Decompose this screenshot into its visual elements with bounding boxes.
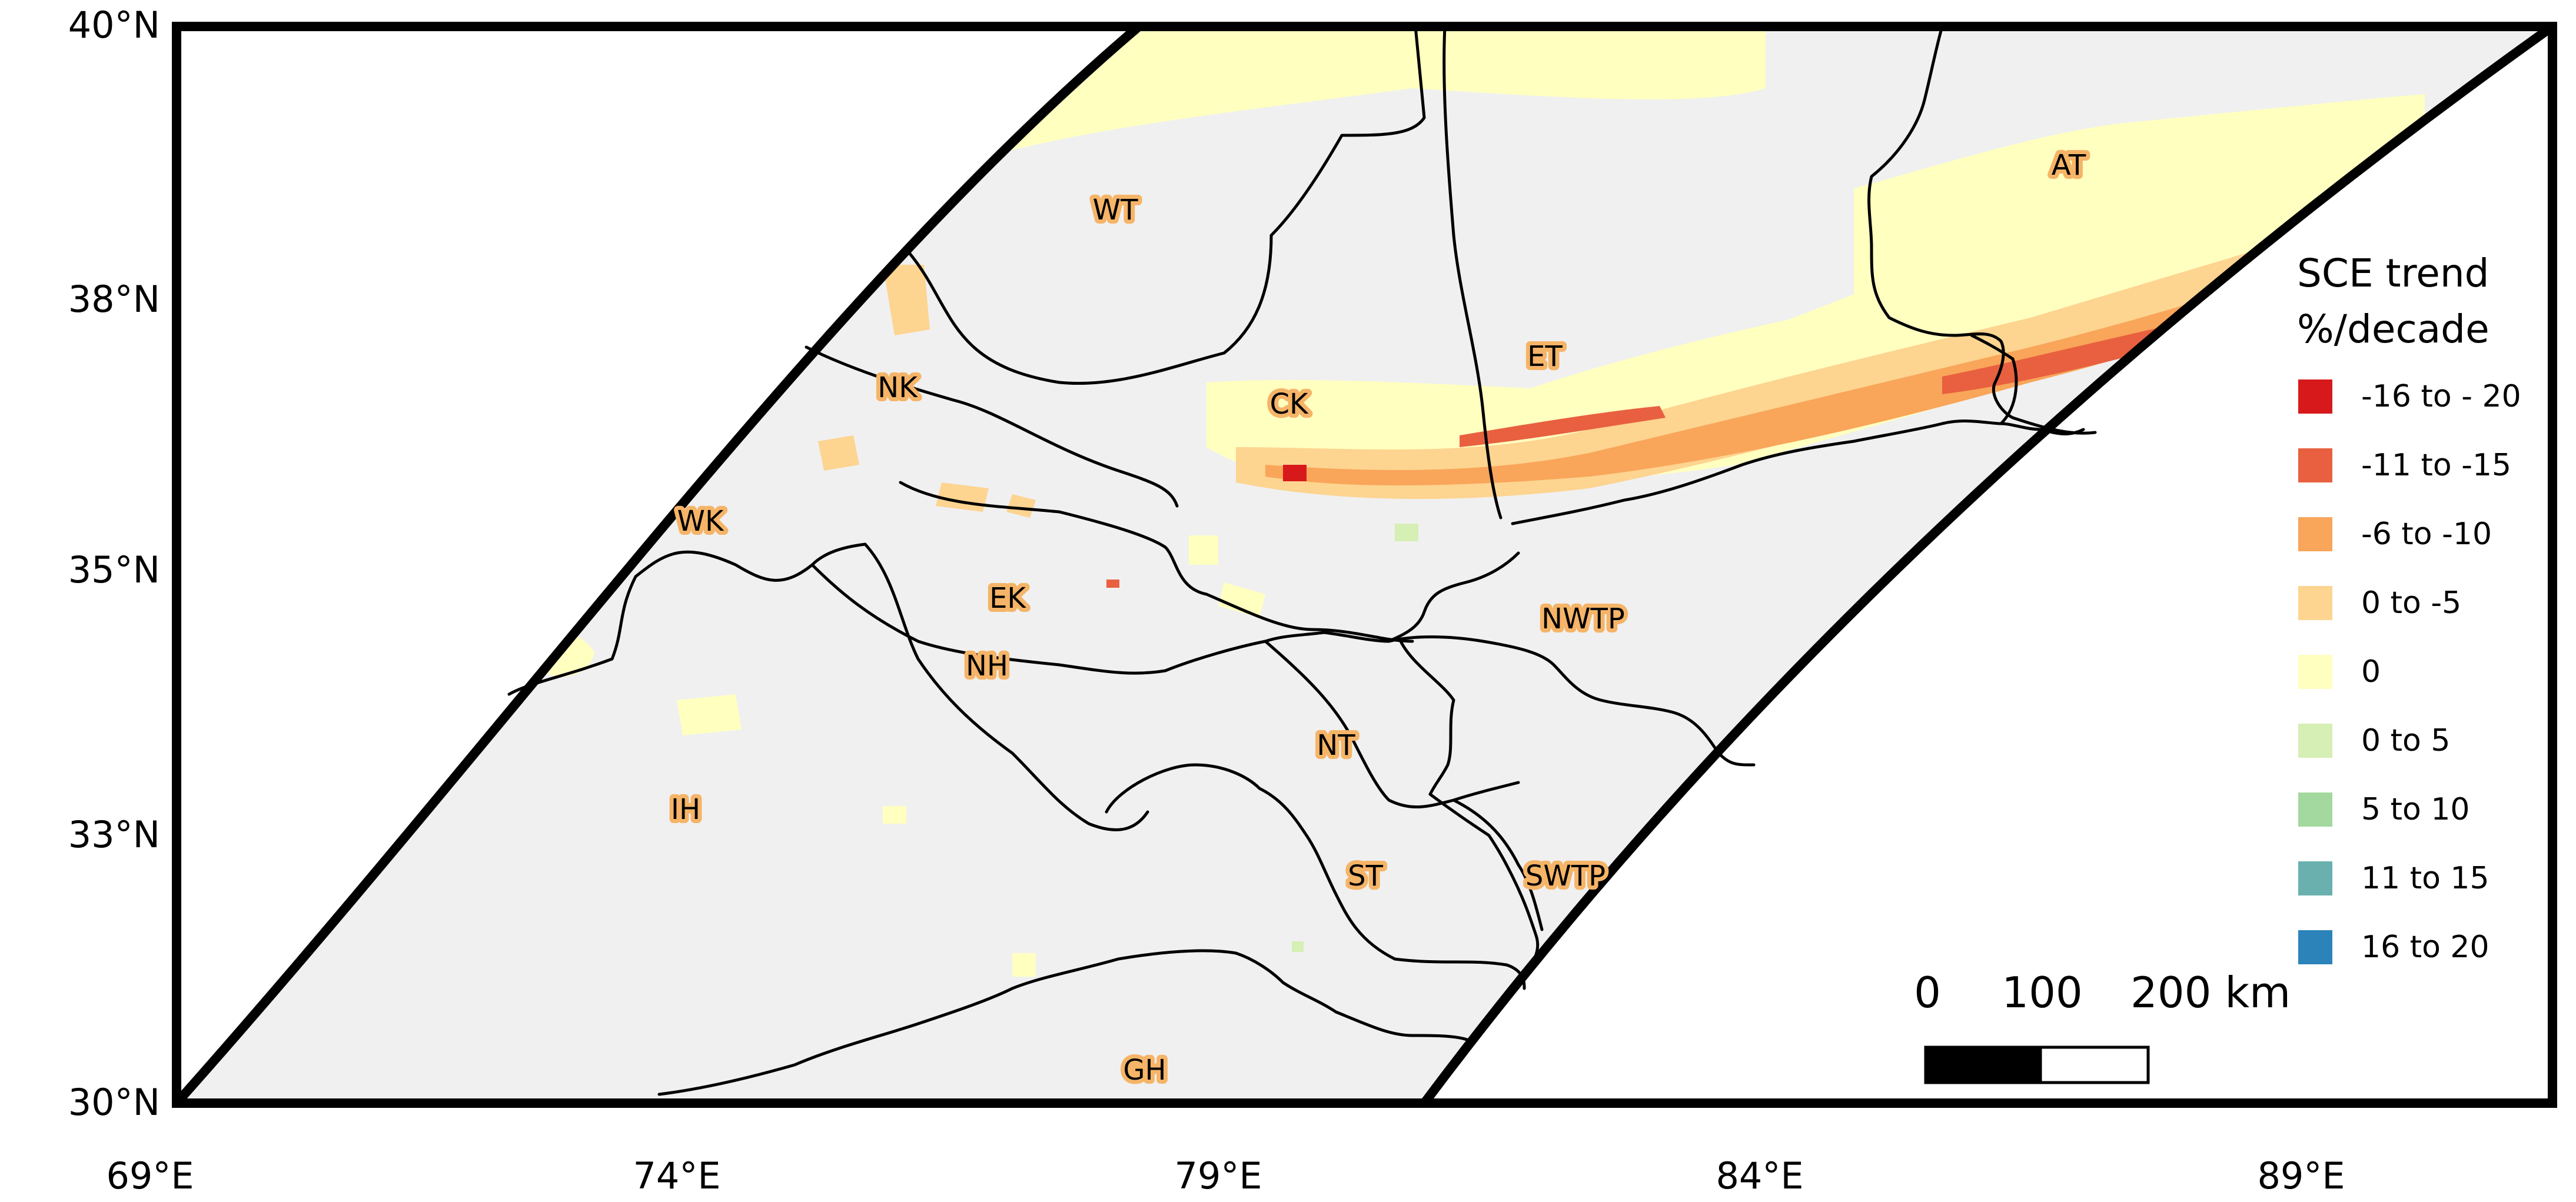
trend-scatter-nk [818,265,1036,518]
region-labels: WT AT ET CK NK WK EK NH NWTP NT IH ST SW… [667,145,2090,1091]
boundary-st-lower [1452,798,1544,931]
legend-label: 11 to 15 [2361,861,2489,896]
lon-tick-label: 69°E [106,1154,194,1197]
region-label-nt: NT [1317,729,1355,762]
legend-label: -6 to -10 [2361,517,2492,552]
legend-label: 0 [2361,654,2381,690]
boundary-ck-et [1442,25,1503,520]
region-label-nh: NH [966,650,1008,682]
longitude-axis: 69°E 74°E 79°E 84°E 89°E [106,1154,2345,1197]
region-label-ih: IH [671,793,700,826]
trend-spot-ek [1106,580,1119,588]
legend-swatch [2298,517,2332,551]
region-label-gh: GH [1123,1054,1166,1087]
legend-swatch [2298,586,2332,620]
map-frame [172,22,2557,1108]
region-label-at: AT [2052,149,2086,182]
region-label-ek: EK [989,582,1026,615]
region-label-ck: CK [1270,388,1309,421]
legend-swatch [2298,793,2332,827]
boundary-et-nwtp [1511,419,2085,525]
legend-label: 0 to -5 [2361,585,2461,621]
legend-label: -16 to - 20 [2361,379,2521,414]
boundary-bhutan-ne [2011,416,2097,435]
region-boundaries [507,25,2097,1096]
legend-items: -16 to - 20 -11 to -15 -6 to -10 0 to -5 0 0 … [2298,379,2521,965]
lon-tick-label: 84°E [1716,1154,1803,1197]
legend-label: -11 to -15 [2361,448,2511,483]
trend-zone-zero-north [1001,26,1766,153]
sce-trend-layer [530,26,2425,977]
region-label-et: ET [1527,340,1563,373]
boundary-at-nwtp [1970,334,2018,425]
scale-label-200: 200 km [2130,968,2291,1017]
boundary-st-nt [1264,640,1520,808]
trend-scatter-ek [1189,535,1265,618]
trend-zone-11-to-15-neg-2 [1460,406,1666,447]
legend-label: 0 to 5 [2361,723,2450,758]
region-label-st: ST [1348,860,1383,893]
boundary-nt-swtp [1399,640,1540,978]
trend-zone-16-to-20-neg [1283,465,1307,481]
region-label-wt: WT [1093,194,1138,227]
boundary-nh-ek [810,563,1267,675]
boundary-ck-nk [805,345,1179,508]
trend-spot-positive [1395,524,1418,541]
swath-west-edge [173,22,1142,1107]
scale-label-0: 0 [1914,968,1941,1017]
boundary-ih-gh [657,949,1473,1096]
legend-label: 16 to 20 [2361,930,2489,965]
lon-tick-label: 89°E [2257,1154,2345,1197]
region-label-nk: NK [877,371,918,404]
scale-label-100: 100 [2002,968,2082,1017]
boundary-et-at [1867,25,2015,419]
scale-segment-white [2039,1045,2150,1084]
lon-tick-label: 79°E [1174,1154,1262,1197]
swath-east-edge [1420,22,2555,1106]
legend-swatch [2298,724,2332,758]
lat-tick-label: 40°N [68,4,160,46]
lat-tick-label: 30°N [68,1081,160,1124]
lat-tick-label: 35°N [68,548,160,591]
legend-title-line2: %/decade [2297,307,2489,352]
legend-swatch [2298,930,2332,964]
legend-swatch [2298,379,2332,414]
legend-label: 5 to 10 [2361,792,2470,827]
lon-tick-label: 74°E [633,1154,720,1197]
legend-swatch [2298,448,2332,482]
scale-bar: 0 100 200 km [1914,968,2291,1084]
trend-spot-positive-2 [1292,941,1304,952]
trend-scatter-ih [677,694,1036,977]
legend-title-line1: SCE trend [2297,251,2489,296]
trend-zone-zero-et [1206,306,1883,494]
boundary-nwtp-nt [1264,551,1520,643]
boundary-wt-ck [908,25,1426,385]
legend-swatch [2298,861,2332,895]
region-label-nwtp: NWTP [1541,602,1625,635]
boundary-nk-ek [899,481,1414,643]
boundary-nh-ih [863,542,1149,831]
boundary-nwtp-south [1387,635,1756,767]
boundary-ih-st [1105,763,1526,990]
lat-tick-label: 38°N [68,278,160,321]
lat-tick-label: 33°N [68,813,160,856]
region-label-swtp: SWTP [1525,860,1606,893]
latitude-axis: 40°N 38°N 35°N 33°N 30°N [68,4,160,1124]
scale-segment-black [1924,1045,2042,1084]
legend-swatch [2298,655,2332,689]
legend: SCE trend %/decade -16 to - 20 -11 to -15… [2297,251,2521,965]
region-label-wk: WK [677,505,724,538]
